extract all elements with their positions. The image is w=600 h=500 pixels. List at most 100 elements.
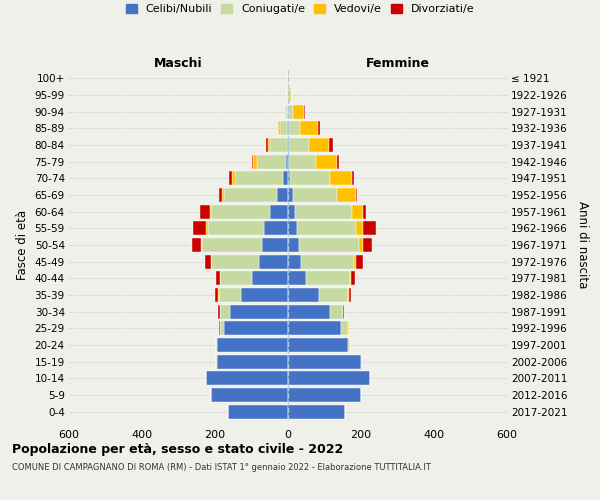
Bar [205, 254, 211, 269]
Bar [309, 138, 329, 152]
Bar [253, 154, 257, 169]
Bar [220, 271, 251, 285]
Bar [341, 322, 348, 336]
Bar [259, 254, 288, 269]
Bar [193, 221, 206, 236]
Bar [287, 121, 288, 136]
Bar [289, 88, 291, 102]
Bar [232, 171, 235, 186]
Bar [216, 338, 217, 352]
Text: Femmine: Femmine [365, 57, 430, 70]
Bar [220, 304, 230, 319]
Bar [337, 154, 340, 169]
Bar [337, 188, 356, 202]
Bar [299, 238, 359, 252]
Bar [278, 121, 280, 136]
Bar [306, 271, 350, 285]
Bar [229, 171, 232, 186]
Bar [354, 254, 356, 269]
Bar [363, 204, 367, 219]
Bar [211, 254, 259, 269]
Bar [218, 304, 220, 319]
Bar [268, 138, 271, 152]
Bar [283, 171, 288, 186]
Bar [301, 254, 354, 269]
Bar [270, 204, 288, 219]
Bar [316, 154, 337, 169]
Bar [363, 238, 372, 252]
Bar [288, 88, 289, 102]
Bar [288, 204, 295, 219]
Bar [288, 254, 301, 269]
Bar [288, 304, 330, 319]
Bar [228, 404, 288, 419]
Bar [318, 121, 320, 136]
Bar [220, 322, 224, 336]
Bar [217, 354, 288, 369]
Bar [330, 171, 352, 186]
Bar [257, 154, 286, 169]
Bar [289, 121, 299, 136]
Bar [208, 221, 264, 236]
Bar [218, 188, 223, 202]
Bar [285, 104, 286, 118]
Bar [288, 322, 341, 336]
Bar [288, 371, 370, 386]
Bar [359, 238, 363, 252]
Bar [230, 304, 288, 319]
Bar [293, 188, 337, 202]
Bar [251, 154, 253, 169]
Bar [356, 254, 363, 269]
Bar [356, 221, 363, 236]
Bar [297, 221, 356, 236]
Bar [262, 238, 288, 252]
Bar [363, 221, 376, 236]
Bar [287, 88, 288, 102]
Bar [251, 271, 288, 285]
Bar [206, 371, 288, 386]
Bar [287, 138, 288, 152]
Bar [286, 104, 288, 118]
Bar [329, 138, 332, 152]
Bar [351, 271, 355, 285]
Bar [288, 221, 297, 236]
Bar [218, 288, 241, 302]
Bar [289, 154, 316, 169]
Bar [352, 171, 354, 186]
Bar [288, 338, 348, 352]
Y-axis label: Anni di nascita: Anni di nascita [576, 202, 589, 288]
Bar [299, 121, 318, 136]
Bar [223, 188, 224, 202]
Bar [349, 288, 351, 302]
Bar [192, 238, 201, 252]
Bar [200, 204, 209, 219]
Bar [290, 171, 330, 186]
Legend: Celibi/Nubili, Coniugati/e, Vedovi/e, Divorziati/e: Celibi/Nubili, Coniugati/e, Vedovi/e, Di… [122, 0, 478, 18]
Bar [216, 271, 220, 285]
Bar [348, 288, 349, 302]
Bar [224, 188, 277, 202]
Text: Popolazione per età, sesso e stato civile - 2022: Popolazione per età, sesso e stato civil… [12, 442, 343, 456]
Bar [264, 221, 288, 236]
Text: Maschi: Maschi [154, 57, 203, 70]
Bar [352, 204, 363, 219]
Bar [304, 104, 305, 118]
Bar [288, 271, 306, 285]
Bar [215, 288, 218, 302]
Bar [280, 121, 287, 136]
Bar [224, 322, 288, 336]
Bar [235, 171, 283, 186]
Bar [277, 188, 288, 202]
Bar [216, 354, 217, 369]
Bar [293, 104, 304, 118]
Bar [201, 238, 202, 252]
Bar [288, 354, 361, 369]
Bar [295, 204, 352, 219]
Bar [266, 138, 268, 152]
Bar [348, 338, 350, 352]
Bar [217, 338, 288, 352]
Bar [211, 388, 288, 402]
Bar [288, 154, 289, 169]
Text: COMUNE DI CAMPAGNANO DI ROMA (RM) - Dati ISTAT 1° gennaio 2022 - Elaborazione TU: COMUNE DI CAMPAGNANO DI ROMA (RM) - Dati… [12, 462, 431, 471]
Bar [288, 288, 319, 302]
